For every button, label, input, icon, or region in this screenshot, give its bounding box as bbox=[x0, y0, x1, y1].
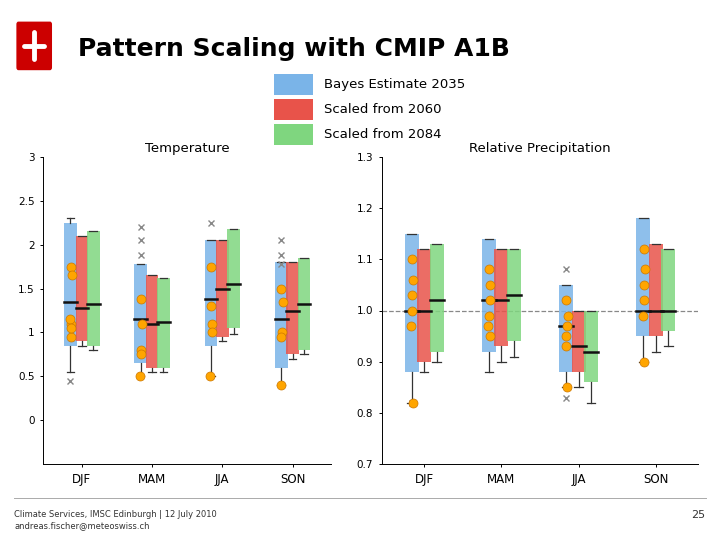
Bar bbox=[662, 249, 675, 331]
Bar bbox=[417, 249, 431, 362]
Bar bbox=[297, 258, 310, 350]
Bar bbox=[405, 234, 418, 372]
Bar bbox=[482, 239, 496, 352]
Bar bbox=[495, 249, 508, 347]
Bar bbox=[636, 218, 650, 336]
Text: Scaled from 2084: Scaled from 2084 bbox=[324, 128, 441, 141]
Bar bbox=[87, 231, 99, 346]
Bar bbox=[507, 249, 521, 341]
Bar bbox=[228, 229, 240, 328]
Bar bbox=[572, 310, 585, 372]
Bar bbox=[559, 285, 573, 372]
Text: 25: 25 bbox=[691, 510, 706, 521]
Text: Pattern Scaling with CMIP A1B: Pattern Scaling with CMIP A1B bbox=[78, 37, 510, 60]
Text: Climate Services, IMSC Edinburgh | 12 July 2010
andreas.fischer@meteoswiss.ch: Climate Services, IMSC Edinburgh | 12 Ju… bbox=[14, 510, 217, 530]
Text: Bayes Estimate 2035: Bayes Estimate 2035 bbox=[324, 78, 465, 91]
Bar bbox=[274, 99, 313, 120]
Bar bbox=[274, 124, 313, 145]
Title: Relative Precipitation: Relative Precipitation bbox=[469, 143, 611, 156]
Bar bbox=[64, 222, 77, 346]
FancyBboxPatch shape bbox=[17, 22, 52, 70]
Bar bbox=[145, 275, 158, 368]
Bar bbox=[216, 240, 229, 337]
Bar bbox=[275, 262, 287, 368]
Bar bbox=[204, 240, 217, 346]
Bar bbox=[584, 310, 598, 382]
Title: Temperature: Temperature bbox=[145, 143, 230, 156]
Bar bbox=[135, 264, 147, 363]
Text: Scaled from 2060: Scaled from 2060 bbox=[324, 103, 441, 116]
Bar bbox=[274, 74, 313, 95]
Bar bbox=[287, 262, 299, 354]
Bar bbox=[157, 278, 170, 368]
Bar bbox=[649, 244, 663, 336]
Bar bbox=[76, 236, 88, 341]
Bar bbox=[430, 244, 444, 352]
